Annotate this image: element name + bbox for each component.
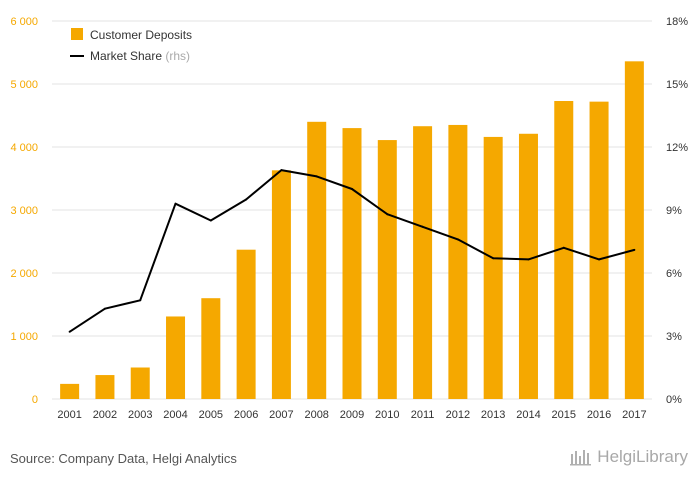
point-market-share: [139, 299, 142, 302]
point-market-share: [598, 258, 601, 261]
bar-customer-deposits: [236, 249, 256, 399]
legend-label-customer-deposits: Customer Deposits: [90, 28, 192, 42]
logo-text: HelgiLibrary: [597, 447, 688, 466]
x-tick-label: 2014: [516, 409, 540, 421]
bar-customer-deposits: [307, 121, 327, 400]
bar-customer-deposits: [166, 316, 186, 399]
bar-customer-deposits: [448, 124, 468, 399]
bar-customer-deposits: [518, 133, 538, 399]
bar-customer-deposits: [589, 101, 609, 399]
y-right-tick-label: 12%: [666, 142, 688, 154]
x-tick-label: 2005: [199, 409, 223, 421]
point-market-share: [280, 169, 283, 172]
x-tick-label: 2003: [128, 409, 152, 421]
x-tick-label: 2002: [93, 409, 117, 421]
x-tick-label: 2001: [57, 409, 81, 421]
y-left-tick-label: 3 000: [10, 205, 38, 217]
helgi-library-logo: HelgiLibrary: [570, 447, 688, 467]
library-icon: [570, 450, 592, 466]
point-market-share: [209, 219, 212, 222]
bar-customer-deposits: [554, 101, 574, 399]
point-market-share: [492, 257, 495, 260]
point-market-share: [633, 248, 636, 251]
bar-customer-deposits: [377, 140, 397, 399]
legend-label-market-share-name: Market Share: [90, 49, 165, 63]
legend-swatch-customer-deposits: [71, 28, 83, 40]
y-right-tick-label: 18%: [666, 16, 688, 28]
point-market-share: [351, 188, 353, 190]
bar-customer-deposits: [413, 126, 433, 400]
x-tick-label: 2011: [411, 409, 435, 421]
x-tick-label: 2016: [587, 409, 611, 421]
bar-customer-deposits: [271, 170, 291, 399]
y-right-tick-label: 6%: [666, 268, 682, 280]
y-right-tick-label: 9%: [666, 205, 682, 217]
point-market-share: [174, 202, 177, 205]
y-left-tick-label: 1 000: [10, 331, 38, 343]
point-market-share: [527, 258, 530, 261]
bar-customer-deposits: [95, 375, 115, 399]
point-market-share: [386, 213, 389, 216]
point-market-share: [456, 238, 459, 241]
x-tick-label: 2013: [481, 409, 505, 421]
y-left-tick-label: 6 000: [10, 16, 38, 28]
y-right-tick-label: 15%: [666, 79, 688, 91]
x-tick-label: 2004: [163, 409, 187, 421]
y-left-tick-label: 0: [32, 394, 38, 406]
x-tick-label: 2017: [622, 409, 646, 421]
y-left-tick-label: 4 000: [10, 142, 38, 154]
point-market-share: [68, 330, 71, 333]
point-market-share: [103, 307, 106, 310]
bar-customer-deposits: [342, 128, 362, 399]
y-right-tick-label: 3%: [666, 331, 682, 343]
legend-label-market-share-suffix: (rhs): [165, 49, 190, 63]
point-market-share: [245, 198, 248, 201]
y-left-tick-label: 2 000: [10, 268, 38, 280]
y-left-tick-label: 5 000: [10, 79, 38, 91]
chart: 0 1 000 2 000 3 000 4 000 5 000 6 000 0% 3% 6% 9% 1…: [10, 16, 688, 421]
source-note: Source: Company Data, Helgi Analytics: [10, 451, 237, 466]
y-right-tick-label: 0%: [666, 394, 682, 406]
x-tick-label: 2009: [340, 409, 364, 421]
bar-customer-deposits: [483, 136, 503, 400]
x-tick-label: 2007: [269, 409, 293, 421]
point-market-share: [562, 246, 565, 249]
x-tick-label: 2006: [234, 409, 258, 421]
bar-customer-deposits: [201, 298, 221, 399]
bar-customer-deposits: [130, 367, 150, 399]
point-market-share: [315, 175, 318, 178]
bar-customer-deposits: [60, 383, 80, 399]
legend-label-market-share: Market Share (rhs): [90, 49, 190, 63]
x-tick-label: 2010: [375, 409, 399, 421]
bar-customer-deposits: [624, 61, 644, 399]
point-market-share: [421, 225, 424, 228]
x-tick-label: 2008: [304, 409, 328, 421]
x-tick-label: 2015: [552, 409, 576, 421]
x-tick-label: 2012: [446, 409, 470, 421]
